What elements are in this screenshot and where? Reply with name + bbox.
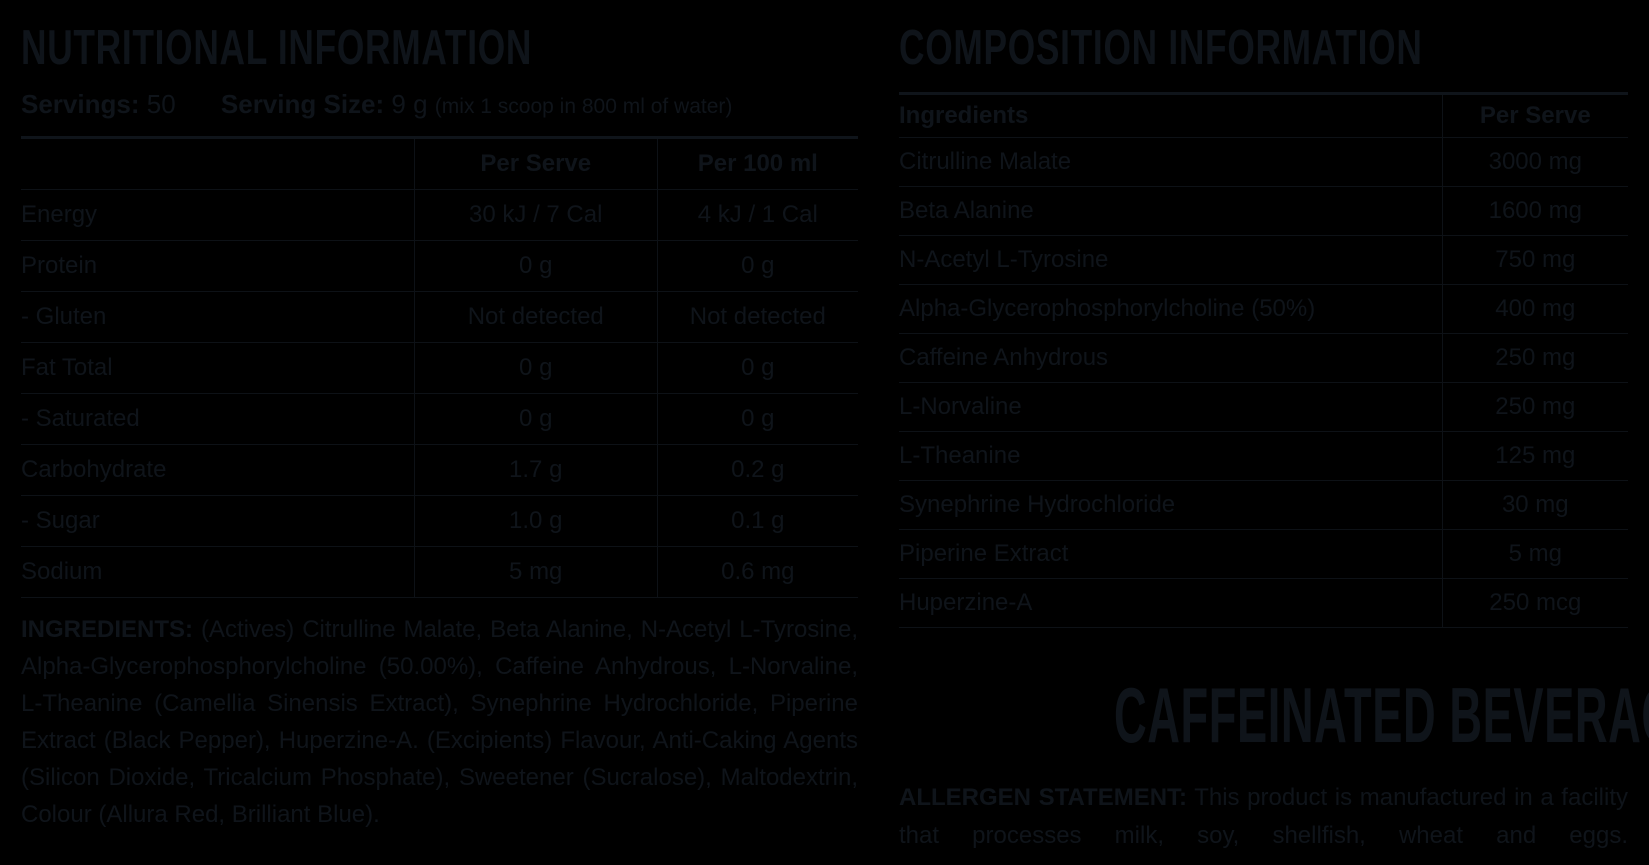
servings-label: Servings:: [21, 89, 140, 119]
per-100ml-value: 0.6 mg: [656, 546, 858, 598]
ingredients-label: INGREDIENTS:: [21, 616, 194, 643]
serving-size-label: Serving Size:: [220, 89, 385, 119]
per-100ml-value: Not detected: [656, 291, 858, 343]
nutrient-name: Carbohydrate: [21, 444, 415, 496]
nutrition-table-header-row: Per Serve Per 100 ml: [21, 137, 858, 190]
per-serve-amount: 250 mg: [1441, 333, 1628, 383]
per-serve-header: Per Serve: [413, 137, 658, 190]
table-row: Caffeine Anhydrous 250 mg: [899, 333, 1628, 383]
nutritional-information-column: NUTRITIONAL INFORMATION Servings: 50 Ser…: [21, 0, 858, 833]
nutrition-table: Per Serve Per 100 ml Energy 30 kJ / 7 Ca…: [21, 136, 858, 598]
ingredient-name: Huperzine-A: [899, 578, 1443, 628]
ingredient-name: Synephrine Hydrochloride: [899, 480, 1443, 530]
per-serve-value: 0 g: [413, 240, 658, 292]
table-row: Huperzine-A 250 mcg: [899, 578, 1628, 628]
per-100ml-value: 0 g: [656, 342, 858, 394]
table-row: Synephrine Hydrochloride 30 mg: [899, 480, 1628, 530]
table-row: Fat Total 0 g 0 g: [21, 342, 858, 394]
serving-size-value: 9 g: [391, 89, 428, 119]
per-serve-header: Per Serve: [1441, 93, 1628, 138]
per-serve-value: 30 kJ / 7 Cal: [413, 189, 658, 241]
table-row: N-Acetyl L-Tyrosine 750 mg: [899, 235, 1628, 285]
allergen-statement-text: This product is manufactured in a facili…: [899, 784, 1628, 849]
ingredients-header: Ingredients: [899, 93, 1443, 138]
table-row: Beta Alanine 1600 mg: [899, 186, 1628, 236]
ingredient-name: L-Norvaline: [899, 382, 1443, 432]
per-100ml-header: Per 100 ml: [656, 137, 858, 190]
per-serve-amount: 3000 mg: [1441, 137, 1628, 187]
composition-information-column: COMPOSITION INFORMATION Ingredients Per …: [899, 0, 1649, 855]
empty-header-cell: [21, 137, 415, 190]
per-serve-amount: 125 mg: [1441, 431, 1628, 481]
ingredient-name: L-Theanine: [899, 431, 1443, 481]
composition-table: Ingredients Per Serve Citrulline Malate …: [899, 92, 1628, 628]
per-serve-amount: 250 mg: [1441, 382, 1628, 432]
caffeinated-beverage-banner-text: CAFFEINATED BEVERAGE: [1114, 671, 1649, 759]
ingredients-paragraph: INGREDIENTS: (Actives) Citrulline Malate…: [21, 611, 858, 833]
ingredient-name: Beta Alanine: [899, 186, 1443, 236]
per-serve-value: 0 g: [413, 342, 658, 394]
table-row: Piperine Extract 5 mg: [899, 529, 1628, 579]
per-100ml-value: 0 g: [656, 393, 858, 445]
serving-size-note: (mix 1 scoop in 800 ml of water): [434, 95, 733, 118]
ingredient-name: Alpha-Glycerophosphorylcholine (50%): [899, 284, 1443, 334]
per-serve-amount: 30 mg: [1441, 480, 1628, 530]
caffeinated-beverage-banner: CAFFEINATED BEVERAGE: [899, 676, 1649, 754]
ingredient-name: Citrulline Malate: [899, 137, 1443, 187]
per-serve-value: 1.7 g: [413, 444, 658, 496]
per-serve-amount: 400 mg: [1441, 284, 1628, 334]
table-row: L-Theanine 125 mg: [899, 431, 1628, 481]
ingredient-name: Caffeine Anhydrous: [899, 333, 1443, 383]
table-row: Alpha-Glycerophosphorylcholine (50%) 400…: [899, 284, 1628, 334]
ingredient-name: N-Acetyl L-Tyrosine: [899, 235, 1443, 285]
per-serve-amount: 5 mg: [1441, 529, 1628, 579]
per-serve-value: Not detected: [413, 291, 658, 343]
per-100ml-value: 0.1 g: [656, 495, 858, 547]
nutrient-name: Protein: [21, 240, 415, 292]
servings-value: 50: [146, 89, 176, 119]
nutritional-information-title: NUTRITIONAL INFORMATION: [21, 24, 858, 73]
allergen-statement: ALLERGEN STATEMENT: This product is manu…: [899, 779, 1628, 855]
nutrient-name: - Sugar: [21, 495, 415, 547]
ingredient-name: Piperine Extract: [899, 529, 1443, 579]
nutrient-name: Energy: [21, 189, 415, 241]
composition-information-title: COMPOSITION INFORMATION: [899, 24, 1628, 73]
composition-information-title-text: COMPOSITION INFORMATION: [899, 21, 1423, 75]
per-serve-amount: 250 mcg: [1441, 578, 1628, 628]
per-100ml-value: 0 g: [656, 240, 858, 292]
table-row: Carbohydrate 1.7 g 0.2 g: [21, 444, 858, 496]
nutrient-name: - Saturated: [21, 393, 415, 445]
nutritional-information-title-text: NUTRITIONAL INFORMATION: [21, 21, 533, 75]
per-serve-amount: 750 mg: [1441, 235, 1628, 285]
table-row: - Saturated 0 g 0 g: [21, 393, 858, 445]
ingredients-text: (Actives) Citrulline Malate, Beta Alanin…: [21, 616, 858, 828]
nutrient-name: Sodium: [21, 546, 415, 598]
per-100ml-value: 4 kJ / 1 Cal: [656, 189, 858, 241]
table-row: L-Norvaline 250 mg: [899, 382, 1628, 432]
per-serve-value: 1.0 g: [413, 495, 658, 547]
per-serve-value: 0 g: [413, 393, 658, 445]
table-row: - Gluten Not detected Not detected: [21, 291, 858, 343]
nutrient-name: - Gluten: [21, 291, 415, 343]
table-row: Citrulline Malate 3000 mg: [899, 137, 1628, 187]
per-serve-amount: 1600 mg: [1441, 186, 1628, 236]
allergen-statement-label: ALLERGEN STATEMENT:: [899, 784, 1188, 811]
per-serve-value: 5 mg: [413, 546, 658, 598]
serving-info-line: Servings: 50 Serving Size: 9 g (mix 1 sc…: [21, 89, 858, 122]
table-row: - Sugar 1.0 g 0.1 g: [21, 495, 858, 547]
nutrient-name: Fat Total: [21, 342, 415, 394]
table-row: Protein 0 g 0 g: [21, 240, 858, 292]
table-row: Energy 30 kJ / 7 Cal 4 kJ / 1 Cal: [21, 189, 858, 241]
composition-table-header-row: Ingredients Per Serve: [899, 93, 1628, 138]
table-row: Sodium 5 mg 0.6 mg: [21, 546, 858, 598]
per-100ml-value: 0.2 g: [656, 444, 858, 496]
